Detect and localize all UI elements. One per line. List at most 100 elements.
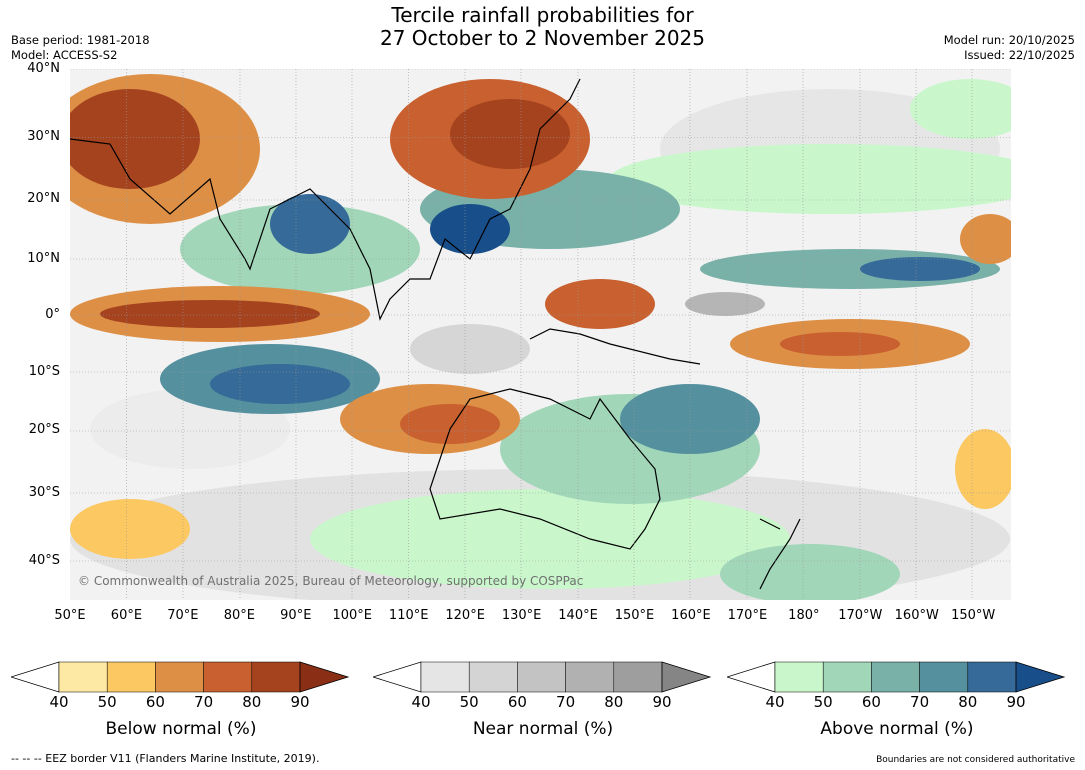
new-guinea-coastline	[529, 328, 701, 365]
latitude-label: 40°N	[27, 61, 60, 76]
colorbar-tick: 80	[604, 693, 624, 711]
above-normal-south	[310, 489, 790, 589]
below-normal-nw-australia-core	[400, 404, 500, 444]
base-period: Base period: 1981-2018	[11, 33, 150, 47]
colorbar-segment	[420, 661, 470, 693]
longitude-label: 130°E	[501, 608, 542, 623]
above-normal-north-pacific	[610, 144, 1011, 214]
longitude-label: 150°E	[614, 608, 655, 623]
meta-right: Model run: 20/10/2025 Issued: 22/10/2025	[944, 33, 1075, 63]
colorbar-tick: 80	[242, 693, 262, 711]
latitude-label: 0°	[45, 307, 60, 322]
colorbar-extend-low	[727, 661, 776, 693]
colorbar-segment	[822, 661, 872, 693]
latitude-label: 30°N	[27, 129, 60, 144]
title-line-2: 27 October to 2 November 2025	[379, 26, 706, 50]
above-normal-northeast	[910, 79, 1011, 139]
colorbar-segment	[517, 661, 566, 693]
colorbar	[11, 661, 350, 693]
below-normal-china-core	[450, 99, 570, 169]
below-normal-arabia-core	[70, 89, 200, 189]
gridlines	[70, 69, 1011, 600]
longitude-label: 80°E	[223, 608, 255, 623]
new-zealand-coastline	[759, 518, 801, 590]
latitude-label: 40°S	[28, 553, 60, 568]
colorbar-tick: 50	[813, 693, 833, 711]
longitude-label: 50°E	[54, 608, 86, 623]
colorbar-tick: 60	[145, 693, 165, 711]
model-run: Model run: 20/10/2025	[943, 33, 1075, 47]
colorbar-tick: 40	[49, 693, 69, 711]
latitude-label: 30°S	[28, 485, 60, 500]
longitude-label: 160°E	[671, 608, 711, 623]
colorbar-segment	[774, 661, 824, 693]
below-normal-equatorial-indian-core	[100, 300, 320, 328]
below-normal-east	[960, 214, 1011, 264]
colorbar-tick: 70	[910, 693, 930, 711]
longitude-label: 170°W	[838, 608, 883, 623]
longitude-label: 160°W	[894, 608, 939, 623]
longitude-label: 150°W	[951, 608, 996, 623]
longitude-label: 100°E	[332, 608, 373, 623]
colorbar-segment	[565, 661, 615, 693]
above-normal-new-zealand	[720, 544, 900, 600]
longitude-label: 170°E	[727, 608, 768, 623]
longitude-label: 70°E	[167, 608, 199, 623]
colorbar-segment	[203, 661, 253, 693]
colorbar-segment	[58, 661, 108, 693]
below-normal-west-pacific	[545, 279, 655, 329]
latitude-label: 20°S	[28, 422, 60, 437]
longitude-label: 140°E	[558, 608, 598, 623]
colorbar-tick: 60	[507, 693, 527, 711]
colorbar-title: Above normal (%)	[820, 719, 974, 739]
colorbar	[727, 661, 1066, 693]
colorbar-extend-low	[373, 661, 422, 693]
rainfall-map	[70, 69, 1011, 600]
colorbar-tick: 70	[556, 693, 576, 711]
below-normal-southwest	[70, 499, 190, 559]
meta-left: Base period: 1981-2018 Model: ACCESS-S2	[11, 33, 150, 63]
colorbar-segment	[919, 661, 969, 693]
colorbar-segment	[155, 661, 204, 693]
colorbar-tick: 60	[861, 693, 881, 711]
colorbar-title: Near normal (%)	[472, 719, 614, 739]
colorbar-extend-high	[661, 661, 712, 693]
eez-footnote: -- -- -- EEZ border V11 (Flanders Marine…	[11, 752, 320, 765]
longitude-label: 180°	[788, 608, 820, 623]
colorbar-tick: 50	[459, 693, 479, 711]
copyright-notice: © Commonwealth of Australia 2025, Bureau…	[78, 574, 584, 588]
above-normal-core-indian	[210, 364, 350, 404]
near-normal-equatorial-pacific	[685, 292, 765, 316]
colorbar-tick: 40	[765, 693, 785, 711]
colorbar-tick: 40	[411, 693, 431, 711]
australia-coastline	[429, 388, 661, 550]
colorbar-tick: 90	[652, 693, 672, 711]
longitude-label: 90°E	[280, 608, 312, 623]
longitude-label: 120°E	[445, 608, 485, 623]
above-normal-core-philippines	[430, 204, 510, 254]
below-normal-south-pacific-core	[780, 332, 900, 356]
colorbar-tick: 90	[1006, 693, 1026, 711]
longitude-label: 60°E	[110, 608, 143, 623]
colorbar-extend-high	[299, 661, 350, 693]
boundaries-disclaimer: Boundaries are not considered authoritat…	[876, 755, 1075, 765]
colorbar-tick: 50	[97, 693, 117, 711]
colorbar-tick: 80	[958, 693, 978, 711]
map-title: Tercile rainfall probabilities for 27 Oc…	[0, 4, 1085, 50]
model-name: Model: ACCESS-S2	[11, 48, 118, 62]
colorbar-tick: 70	[194, 693, 214, 711]
colorbar-title: Below normal (%)	[105, 719, 257, 739]
colorbar	[373, 661, 712, 693]
near-normal-indonesia	[410, 324, 530, 374]
colorbar-extend-low	[11, 661, 60, 693]
colorbar-segment	[871, 661, 920, 693]
colorbar-segment	[967, 661, 1017, 693]
colorbar-segment	[468, 661, 518, 693]
longitude-label: 110°E	[388, 608, 429, 623]
colorbar-segment	[251, 661, 301, 693]
colorbar-extend-high	[1015, 661, 1066, 693]
latitude-label: 20°N	[27, 191, 60, 206]
asia-coastline	[70, 78, 581, 321]
coastlines	[70, 78, 801, 590]
colorbar-tick: 90	[290, 693, 310, 711]
